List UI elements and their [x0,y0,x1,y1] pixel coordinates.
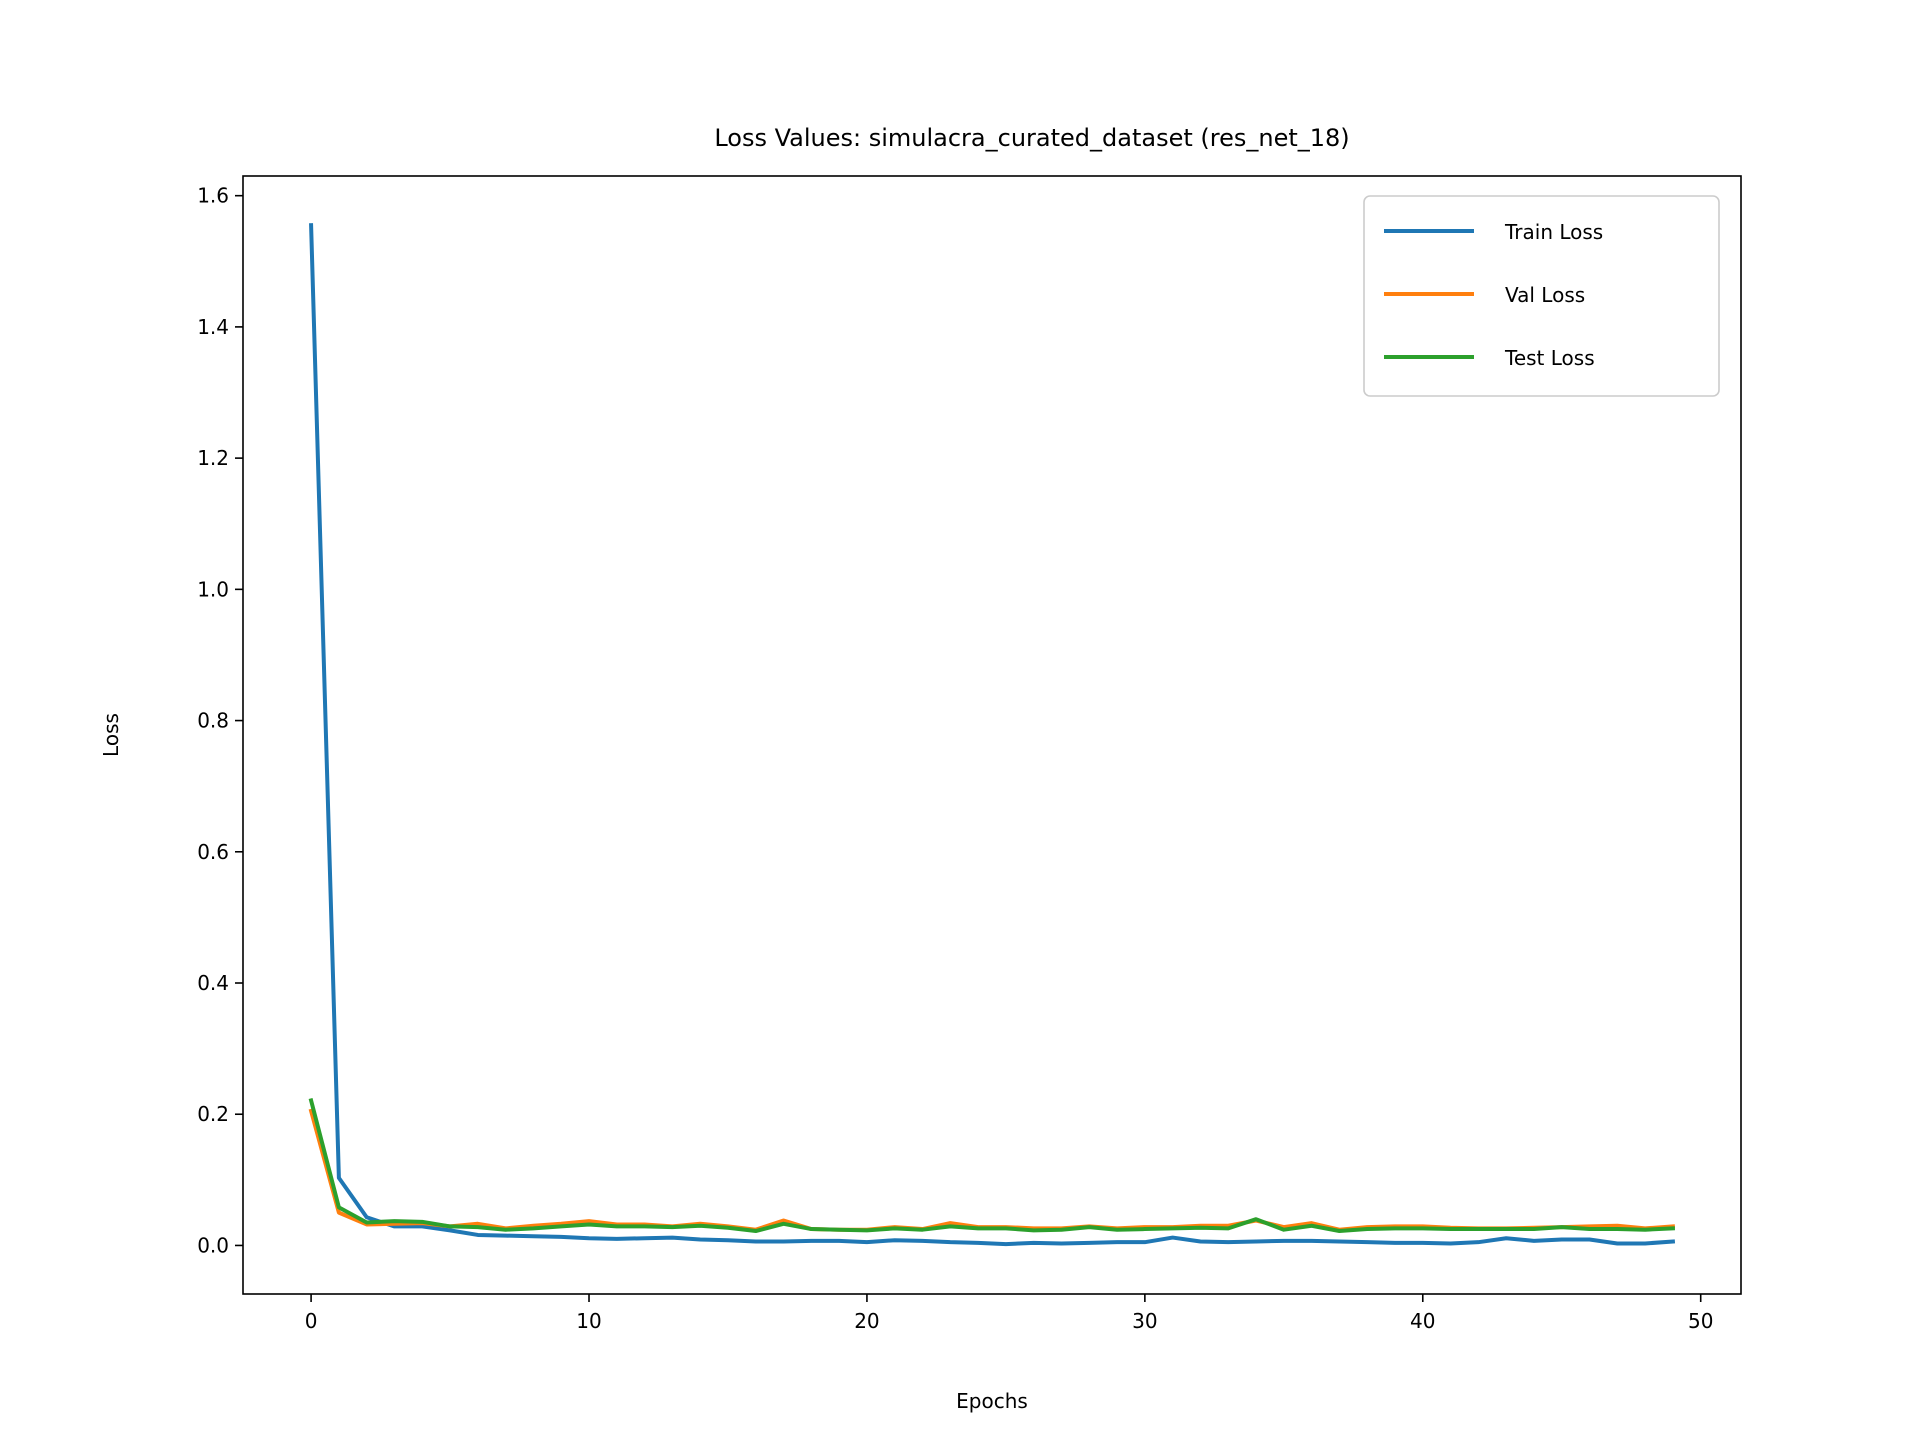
y-axis: 0.0 0.2 0.4 0.6 0.8 1.0 1.2 1.4 1.6 [197,184,243,1257]
y-tick-label: 0.6 [197,840,229,864]
y-axis-label: Loss [99,713,123,757]
series-line-train-loss [309,223,1676,1247]
plot-frame [242,175,1742,1295]
series-layer [308,223,1676,1247]
y-tick-label: 0.0 [197,1233,229,1257]
series-line-test-loss [308,1098,1676,1234]
y-tick-label: 1.4 [197,315,229,339]
legend-label: Val Loss [1505,283,1585,307]
legend-box [1363,195,1720,397]
x-tick-label: 30 [1132,1309,1157,1333]
x-tick-label: 40 [1410,1309,1435,1333]
legend-label: Test Loss [1504,346,1595,370]
x-tick-label: 0 [305,1309,318,1333]
x-tick-label: 20 [854,1309,879,1333]
legend-entries: Train Loss Val Loss Test Loss [1384,220,1603,370]
x-axis-label: Epochs [956,1389,1028,1413]
x-axis: 0 10 20 30 40 50 [305,1294,1713,1333]
y-tick-label: 0.2 [197,1102,229,1126]
legend: Train Loss Val Loss Test Loss [1363,195,1720,397]
y-tick-label: 1.6 [197,184,229,208]
y-tick-label: 1.2 [197,446,229,470]
x-tick-label: 50 [1688,1309,1713,1333]
y-tick-label: 0.4 [197,971,229,995]
y-tick-label: 1.0 [197,577,229,601]
y-tick-label: 0.8 [197,709,229,733]
x-tick-label: 10 [576,1309,601,1333]
chart-title: Loss Values: simulacra_curated_dataset (… [714,124,1349,152]
legend-label: Train Loss [1504,220,1603,244]
